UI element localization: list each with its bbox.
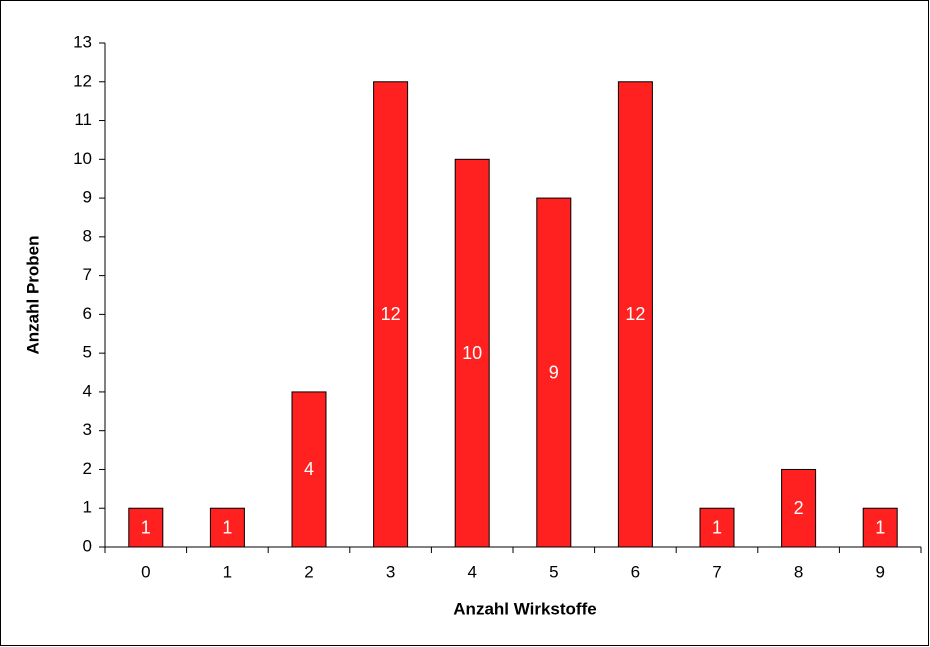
x-tick-label: 3 — [386, 562, 395, 581]
x-axis-title: Anzahl Wirkstoffe — [453, 599, 596, 618]
x-tick-label: 4 — [467, 562, 476, 581]
y-tick-label: 2 — [83, 459, 92, 478]
value-label: 12 — [381, 304, 401, 324]
x-tick-label: 9 — [875, 562, 884, 581]
value-label: 4 — [304, 459, 314, 479]
bar — [862, 507, 898, 548]
y-tick-label: 4 — [83, 381, 92, 400]
y-tick-label: 1 — [83, 498, 92, 517]
bar — [128, 507, 164, 548]
bar — [617, 81, 653, 548]
bar — [454, 158, 490, 548]
bar — [781, 468, 817, 548]
bar — [209, 507, 245, 548]
value-label: 2 — [794, 498, 804, 518]
x-tick-label: 7 — [712, 562, 721, 581]
y-tick-label: 9 — [83, 188, 92, 207]
y-tick-label: 7 — [83, 265, 92, 284]
bar — [291, 391, 327, 548]
x-tick-label: 0 — [141, 562, 150, 581]
y-tick-label: 10 — [73, 149, 92, 168]
x-tick-label: 8 — [794, 562, 803, 581]
y-tick-label: 3 — [83, 420, 92, 439]
y-axis-title: Anzahl Proben — [23, 235, 42, 354]
value-label: 1 — [712, 517, 722, 537]
y-tick-label: 5 — [83, 343, 92, 362]
bar — [699, 507, 735, 548]
bar — [373, 81, 409, 548]
x-tick-label: 1 — [223, 562, 232, 581]
x-tick-label: 5 — [549, 562, 558, 581]
value-label: 10 — [462, 343, 482, 363]
y-tick-label: 8 — [83, 226, 92, 245]
value-label: 1 — [141, 517, 151, 537]
value-label: 1 — [222, 517, 232, 537]
y-tick-label: 11 — [74, 110, 92, 129]
value-label: 12 — [625, 304, 645, 324]
x-tick-label: 2 — [304, 562, 313, 581]
y-tick-label: 6 — [83, 304, 92, 323]
bar — [536, 197, 572, 548]
value-label: 9 — [549, 362, 559, 382]
x-tick-label: 6 — [631, 562, 640, 581]
value-label: 1 — [875, 517, 885, 537]
y-tick-label: 12 — [73, 71, 92, 90]
y-tick-label: 13 — [73, 32, 92, 51]
y-tick-label: 0 — [83, 536, 92, 555]
